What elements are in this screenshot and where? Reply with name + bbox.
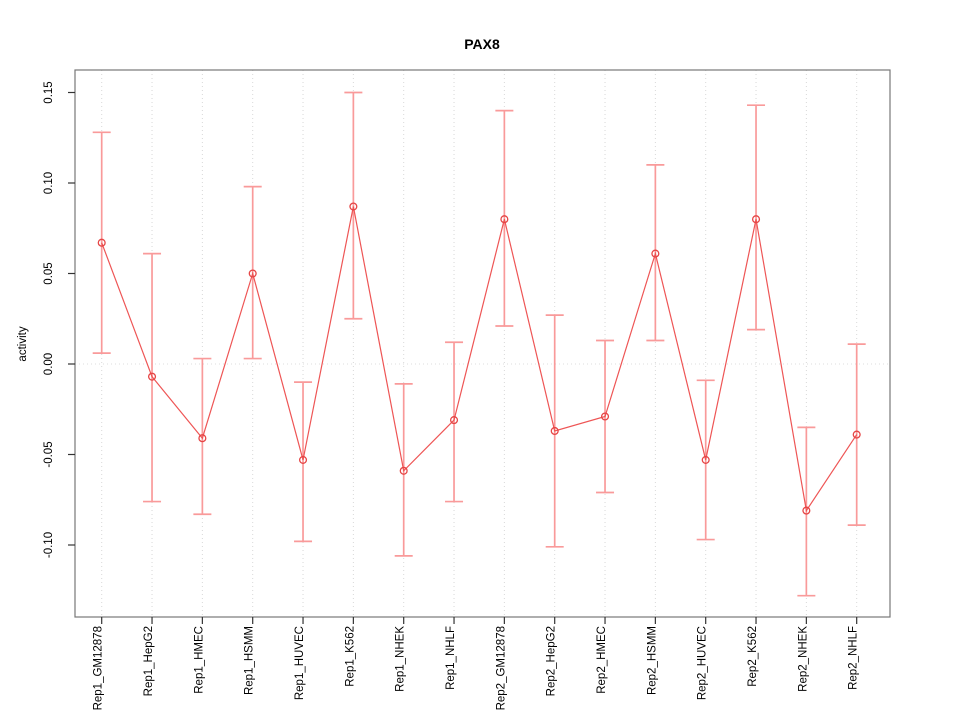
x-axis-tick-label: Rep1_HSMM (244, 626, 256, 695)
x-axis-tick-label: Rep1_HMEC (193, 626, 205, 694)
x-axis-tick-label: Rep1_HepG2 (143, 626, 155, 696)
data-point (651, 249, 660, 258)
chart-title: PAX8 (464, 36, 500, 52)
x-axis-tick-label: Rep1_GM12878 (93, 626, 105, 710)
plot-border (74, 69, 891, 618)
x-axis-tick-label: Rep1_K562 (344, 626, 356, 687)
y-axis-tick-label: 0.00 (43, 353, 55, 375)
x-axis-tick-label: Rep2_HUVEC (697, 626, 709, 700)
data-point (751, 215, 761, 224)
data-point (449, 416, 459, 425)
x-axis-tick-label: Rep2_HSMM (646, 626, 658, 695)
y-axis-title: activity (17, 326, 29, 361)
x-axis-tick-label: Rep2_HMEC (596, 626, 608, 694)
x-axis-tick-label: Rep2_GM12878 (495, 626, 507, 710)
series-line (101, 206, 858, 513)
data-point (248, 269, 257, 278)
y-axis-tick-label: 0.15 (43, 81, 55, 103)
data-point (550, 426, 559, 436)
y-axis-tick-label: 0.05 (43, 262, 55, 284)
data-point (399, 466, 408, 475)
plot-area: 0.15 0.10 0.05 0.00 -0.05 -0.10 Rep1_GM12878 Re… (43, 69, 891, 710)
data-point (298, 455, 308, 464)
y-axis-tick-label: -0.05 (43, 441, 55, 467)
x-axis-tick-label: Rep1_HUVEC (294, 626, 306, 700)
data-point (802, 506, 811, 515)
data-point (500, 215, 509, 224)
data-point (349, 202, 358, 211)
data-point (147, 372, 157, 381)
data-point (198, 434, 207, 443)
x-axis-tick-label: Rep1_NHLF (445, 626, 457, 690)
data-point (600, 412, 610, 421)
y-axis-tick-label: 0.10 (43, 172, 55, 194)
data-point (701, 455, 710, 464)
data-point (97, 238, 106, 247)
x-axis-tick-label: Rep2_K562 (747, 626, 759, 687)
data-point (852, 430, 861, 439)
x-axis-tick-label: Rep2_HepG2 (546, 626, 558, 696)
x-axis-tick-label: Rep2_NHEK (797, 626, 809, 692)
x-axis-tick-label: Rep2_NHLF (848, 626, 860, 690)
y-axis-tick-label: -0.10 (43, 532, 55, 558)
x-axis-tick-label: Rep1_NHEK (395, 626, 407, 692)
